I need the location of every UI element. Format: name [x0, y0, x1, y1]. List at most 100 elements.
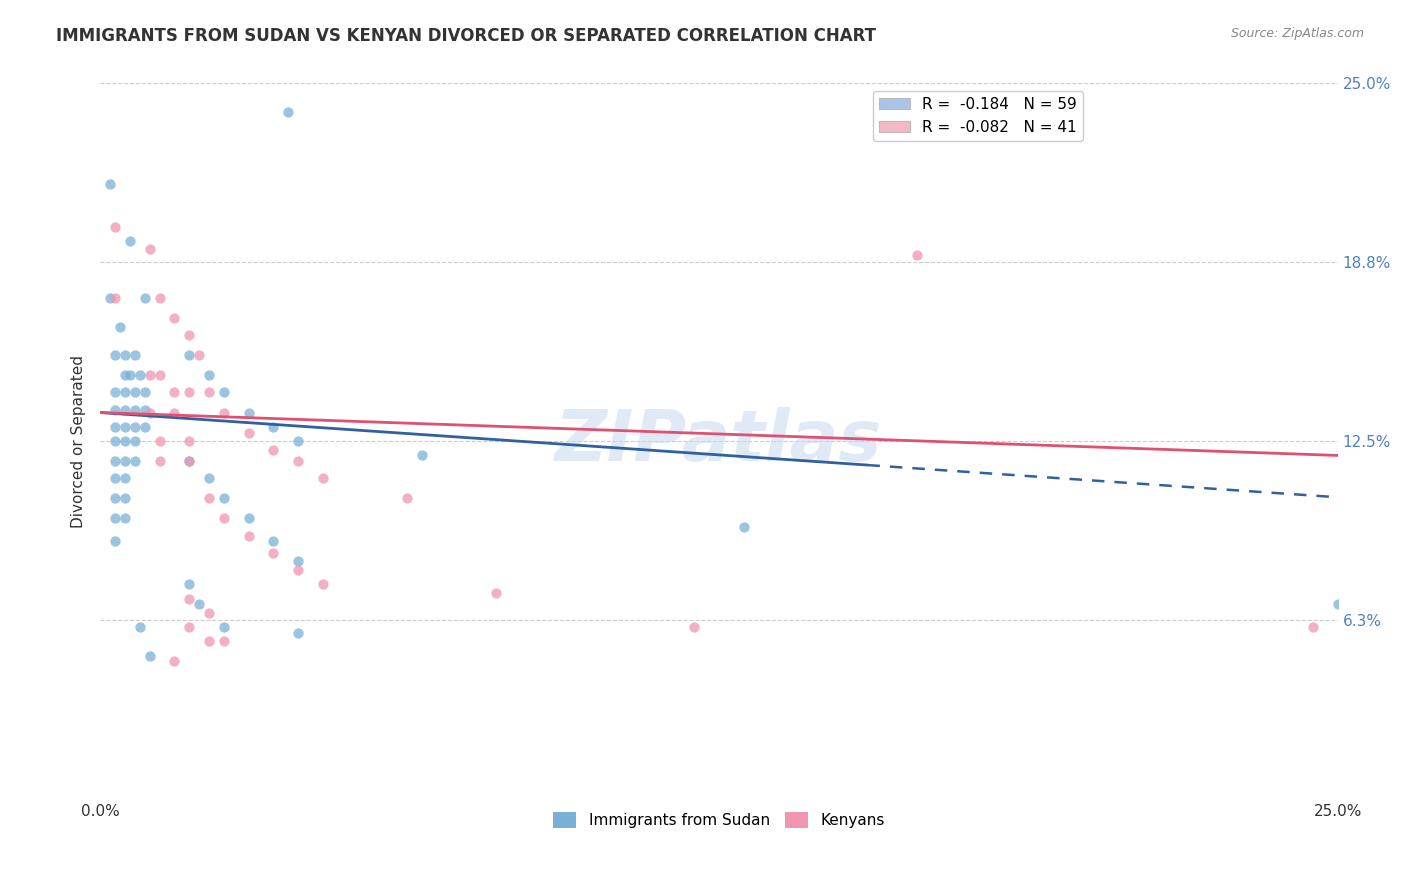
Point	[114, 348, 136, 362]
Point	[118, 368, 141, 383]
Point	[312, 577, 335, 591]
Point	[134, 291, 156, 305]
Point	[114, 385, 136, 400]
Point	[198, 471, 221, 485]
Point	[179, 577, 201, 591]
Point	[188, 348, 211, 362]
Point	[287, 625, 309, 640]
Point	[138, 405, 160, 419]
Point	[1326, 597, 1348, 611]
Point	[198, 491, 221, 506]
Point	[188, 597, 211, 611]
Point	[124, 348, 146, 362]
Point	[163, 385, 186, 400]
Point	[114, 454, 136, 468]
Point	[277, 105, 299, 120]
Point	[108, 319, 131, 334]
Point	[104, 511, 127, 525]
Point	[179, 454, 201, 468]
Point	[262, 546, 284, 560]
Point	[124, 402, 146, 417]
Point	[411, 449, 433, 463]
Point	[238, 425, 260, 440]
Point	[485, 586, 508, 600]
Point	[198, 368, 221, 383]
Point	[114, 420, 136, 434]
Point	[124, 434, 146, 449]
Y-axis label: Divorced or Separated: Divorced or Separated	[72, 355, 86, 528]
Point	[396, 491, 419, 506]
Point	[905, 248, 928, 262]
Point	[179, 385, 201, 400]
Point	[179, 434, 201, 449]
Point	[179, 454, 201, 468]
Point	[134, 420, 156, 434]
Point	[104, 402, 127, 417]
Point	[104, 491, 127, 506]
Point	[104, 454, 127, 468]
Point	[179, 620, 201, 634]
Point	[212, 620, 235, 634]
Point	[138, 243, 160, 257]
Text: IMMIGRANTS FROM SUDAN VS KENYAN DIVORCED OR SEPARATED CORRELATION CHART: IMMIGRANTS FROM SUDAN VS KENYAN DIVORCED…	[56, 27, 876, 45]
Point	[198, 634, 221, 648]
Point	[114, 491, 136, 506]
Point	[179, 328, 201, 343]
Point	[114, 434, 136, 449]
Point	[287, 563, 309, 577]
Point	[262, 442, 284, 457]
Point	[98, 177, 121, 191]
Point	[212, 405, 235, 419]
Point	[198, 606, 221, 620]
Text: Source: ZipAtlas.com: Source: ZipAtlas.com	[1230, 27, 1364, 40]
Point	[128, 620, 150, 634]
Legend: Immigrants from Sudan, Kenyans: Immigrants from Sudan, Kenyans	[547, 805, 890, 834]
Point	[238, 405, 260, 419]
Point	[138, 648, 160, 663]
Point	[98, 291, 121, 305]
Point	[238, 511, 260, 525]
Point	[124, 454, 146, 468]
Point	[1302, 620, 1324, 634]
Point	[114, 402, 136, 417]
Text: ZIPatlas: ZIPatlas	[555, 407, 883, 475]
Point	[104, 385, 127, 400]
Point	[104, 434, 127, 449]
Point	[262, 534, 284, 549]
Point	[104, 534, 127, 549]
Point	[114, 471, 136, 485]
Point	[733, 520, 755, 534]
Point	[163, 405, 186, 419]
Point	[134, 385, 156, 400]
Point	[287, 434, 309, 449]
Point	[179, 591, 201, 606]
Point	[104, 219, 127, 234]
Point	[683, 620, 706, 634]
Point	[262, 420, 284, 434]
Point	[128, 368, 150, 383]
Point	[238, 528, 260, 542]
Point	[124, 420, 146, 434]
Point	[212, 385, 235, 400]
Point	[148, 291, 170, 305]
Point	[287, 454, 309, 468]
Point	[118, 234, 141, 248]
Point	[114, 511, 136, 525]
Point	[212, 634, 235, 648]
Point	[198, 385, 221, 400]
Point	[104, 291, 127, 305]
Point	[138, 368, 160, 383]
Point	[114, 368, 136, 383]
Point	[212, 511, 235, 525]
Point	[212, 491, 235, 506]
Point	[148, 454, 170, 468]
Point	[312, 471, 335, 485]
Point	[104, 471, 127, 485]
Point	[124, 385, 146, 400]
Point	[163, 655, 186, 669]
Point	[148, 434, 170, 449]
Point	[163, 311, 186, 326]
Point	[179, 348, 201, 362]
Point	[287, 554, 309, 568]
Point	[134, 402, 156, 417]
